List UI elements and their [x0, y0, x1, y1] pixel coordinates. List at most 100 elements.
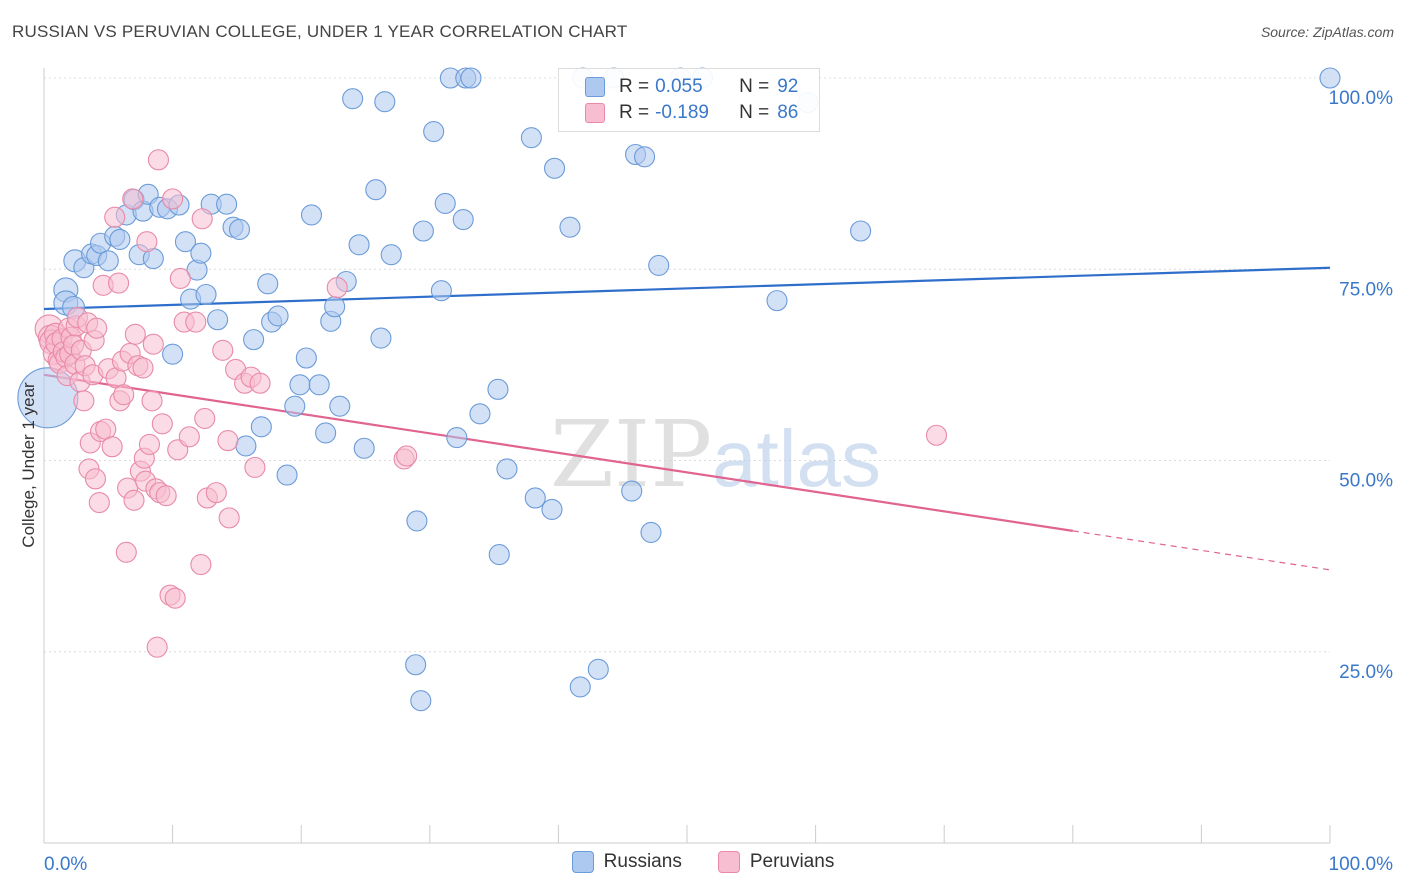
peruvians-point — [147, 149, 170, 171]
russians-point — [766, 290, 788, 312]
russians-point — [235, 435, 257, 457]
source-label[interactable]: Source: ZipAtlas.com — [1260, 24, 1394, 40]
peruvians-point — [132, 357, 154, 379]
peruvians-point — [138, 433, 161, 455]
peruvians-point — [95, 418, 117, 440]
peruvians-legend-swatch — [717, 851, 740, 873]
russians-r-label: R = — [619, 76, 650, 97]
peruvians-point — [396, 445, 418, 467]
trend-extension-peruvians — [1072, 530, 1331, 571]
russians-point — [324, 296, 346, 318]
legend-row-russians[interactable]: R = 0.055 N = 92 — [585, 74, 798, 100]
peruvians-point — [151, 413, 173, 435]
russians-point — [621, 480, 643, 502]
russians-point — [342, 88, 364, 110]
peruvians-point — [155, 485, 177, 507]
legend-item-peruvians[interactable]: Peruvians — [717, 851, 834, 873]
peruvians-point — [185, 311, 207, 333]
data-points — [17, 67, 1341, 712]
russians-point — [216, 193, 238, 215]
russians-point — [207, 309, 229, 331]
russians-point — [276, 464, 298, 486]
russians-point — [487, 378, 509, 400]
russians-point — [195, 283, 217, 306]
russians-point — [524, 487, 546, 509]
russians-point — [559, 216, 581, 238]
x-tick-label-min: 0.0% — [44, 854, 87, 875]
watermark: ZIP atlas — [550, 401, 881, 508]
russians-legend-label: Russians — [603, 851, 682, 872]
russians-point — [365, 179, 387, 201]
russians-point — [295, 347, 317, 369]
trend-line-peruvians — [43, 373, 1073, 532]
grid-lines — [44, 77, 1330, 653]
peruvians-point — [164, 587, 186, 609]
russians-point — [434, 192, 456, 215]
peruvians-point — [169, 267, 191, 289]
russians-point — [250, 416, 272, 438]
russians-n-label: N = — [739, 76, 770, 97]
russians-swatch — [585, 77, 605, 97]
russians-point — [648, 254, 670, 276]
russians-point — [405, 654, 427, 676]
peruvians-point — [212, 339, 234, 361]
peruvians-point — [925, 424, 948, 446]
russians-point — [423, 121, 445, 143]
peruvians-point — [178, 426, 200, 448]
russians-point — [520, 127, 542, 149]
peruvians-point — [115, 541, 137, 563]
peruvians-point — [123, 489, 145, 511]
russians-point — [543, 157, 566, 179]
russians-point — [412, 220, 434, 242]
russians-point — [308, 374, 330, 396]
peruvians-point — [244, 456, 266, 478]
russians-point — [452, 208, 474, 231]
peruvians-point — [84, 468, 106, 490]
russians-point — [1319, 67, 1341, 89]
y-axis-label: College, Under 1 year — [19, 382, 38, 548]
legend-item-russians[interactable]: Russians — [571, 851, 682, 873]
russians-point — [460, 67, 482, 89]
peruvians-point — [162, 188, 184, 210]
russians-point — [243, 329, 265, 351]
peruvians-point — [194, 407, 216, 429]
russians-n-value: 92 — [777, 76, 799, 97]
russians-point — [850, 220, 872, 242]
russians-point — [353, 437, 375, 459]
russians-point — [640, 521, 662, 543]
peruvians-point — [73, 390, 95, 412]
x-tick-label-max: 100.0% — [1329, 854, 1394, 875]
russians-point — [228, 218, 251, 241]
russians-point — [587, 658, 609, 680]
peruvians-n-value: 86 — [777, 102, 799, 123]
peruvians-point — [141, 390, 163, 412]
peruvians-point — [142, 333, 164, 355]
y-tick-label-75: 75.0% — [1339, 279, 1393, 300]
russians-point — [162, 343, 184, 365]
legend-row-peruvians[interactable]: R = -0.189 N = 86 — [585, 100, 798, 126]
peruvians-point — [88, 492, 110, 514]
russians-point — [406, 510, 428, 532]
russians-point — [430, 280, 452, 302]
peruvians-point — [101, 436, 123, 458]
peruvians-point — [205, 482, 227, 504]
trend-lines — [43, 266, 1331, 571]
russians-point — [348, 234, 370, 256]
russians-point — [315, 422, 337, 444]
peruvians-point — [108, 272, 130, 294]
y-tick-label-100: 100.0% — [1329, 88, 1394, 109]
peruvians-point — [146, 636, 168, 658]
peruvians-point — [190, 553, 212, 576]
y-tick-label-50: 50.0% — [1339, 471, 1393, 492]
russians-point — [329, 395, 351, 417]
russians-point — [300, 204, 323, 226]
peruvians-r-value: -0.189 — [655, 102, 709, 123]
russians-point — [190, 242, 212, 264]
peruvians-point — [249, 372, 271, 394]
russians-point — [174, 231, 197, 253]
peruvians-point — [218, 507, 240, 529]
russians-point — [569, 676, 591, 698]
peruvians-point — [124, 323, 146, 345]
russians-point — [469, 403, 491, 425]
